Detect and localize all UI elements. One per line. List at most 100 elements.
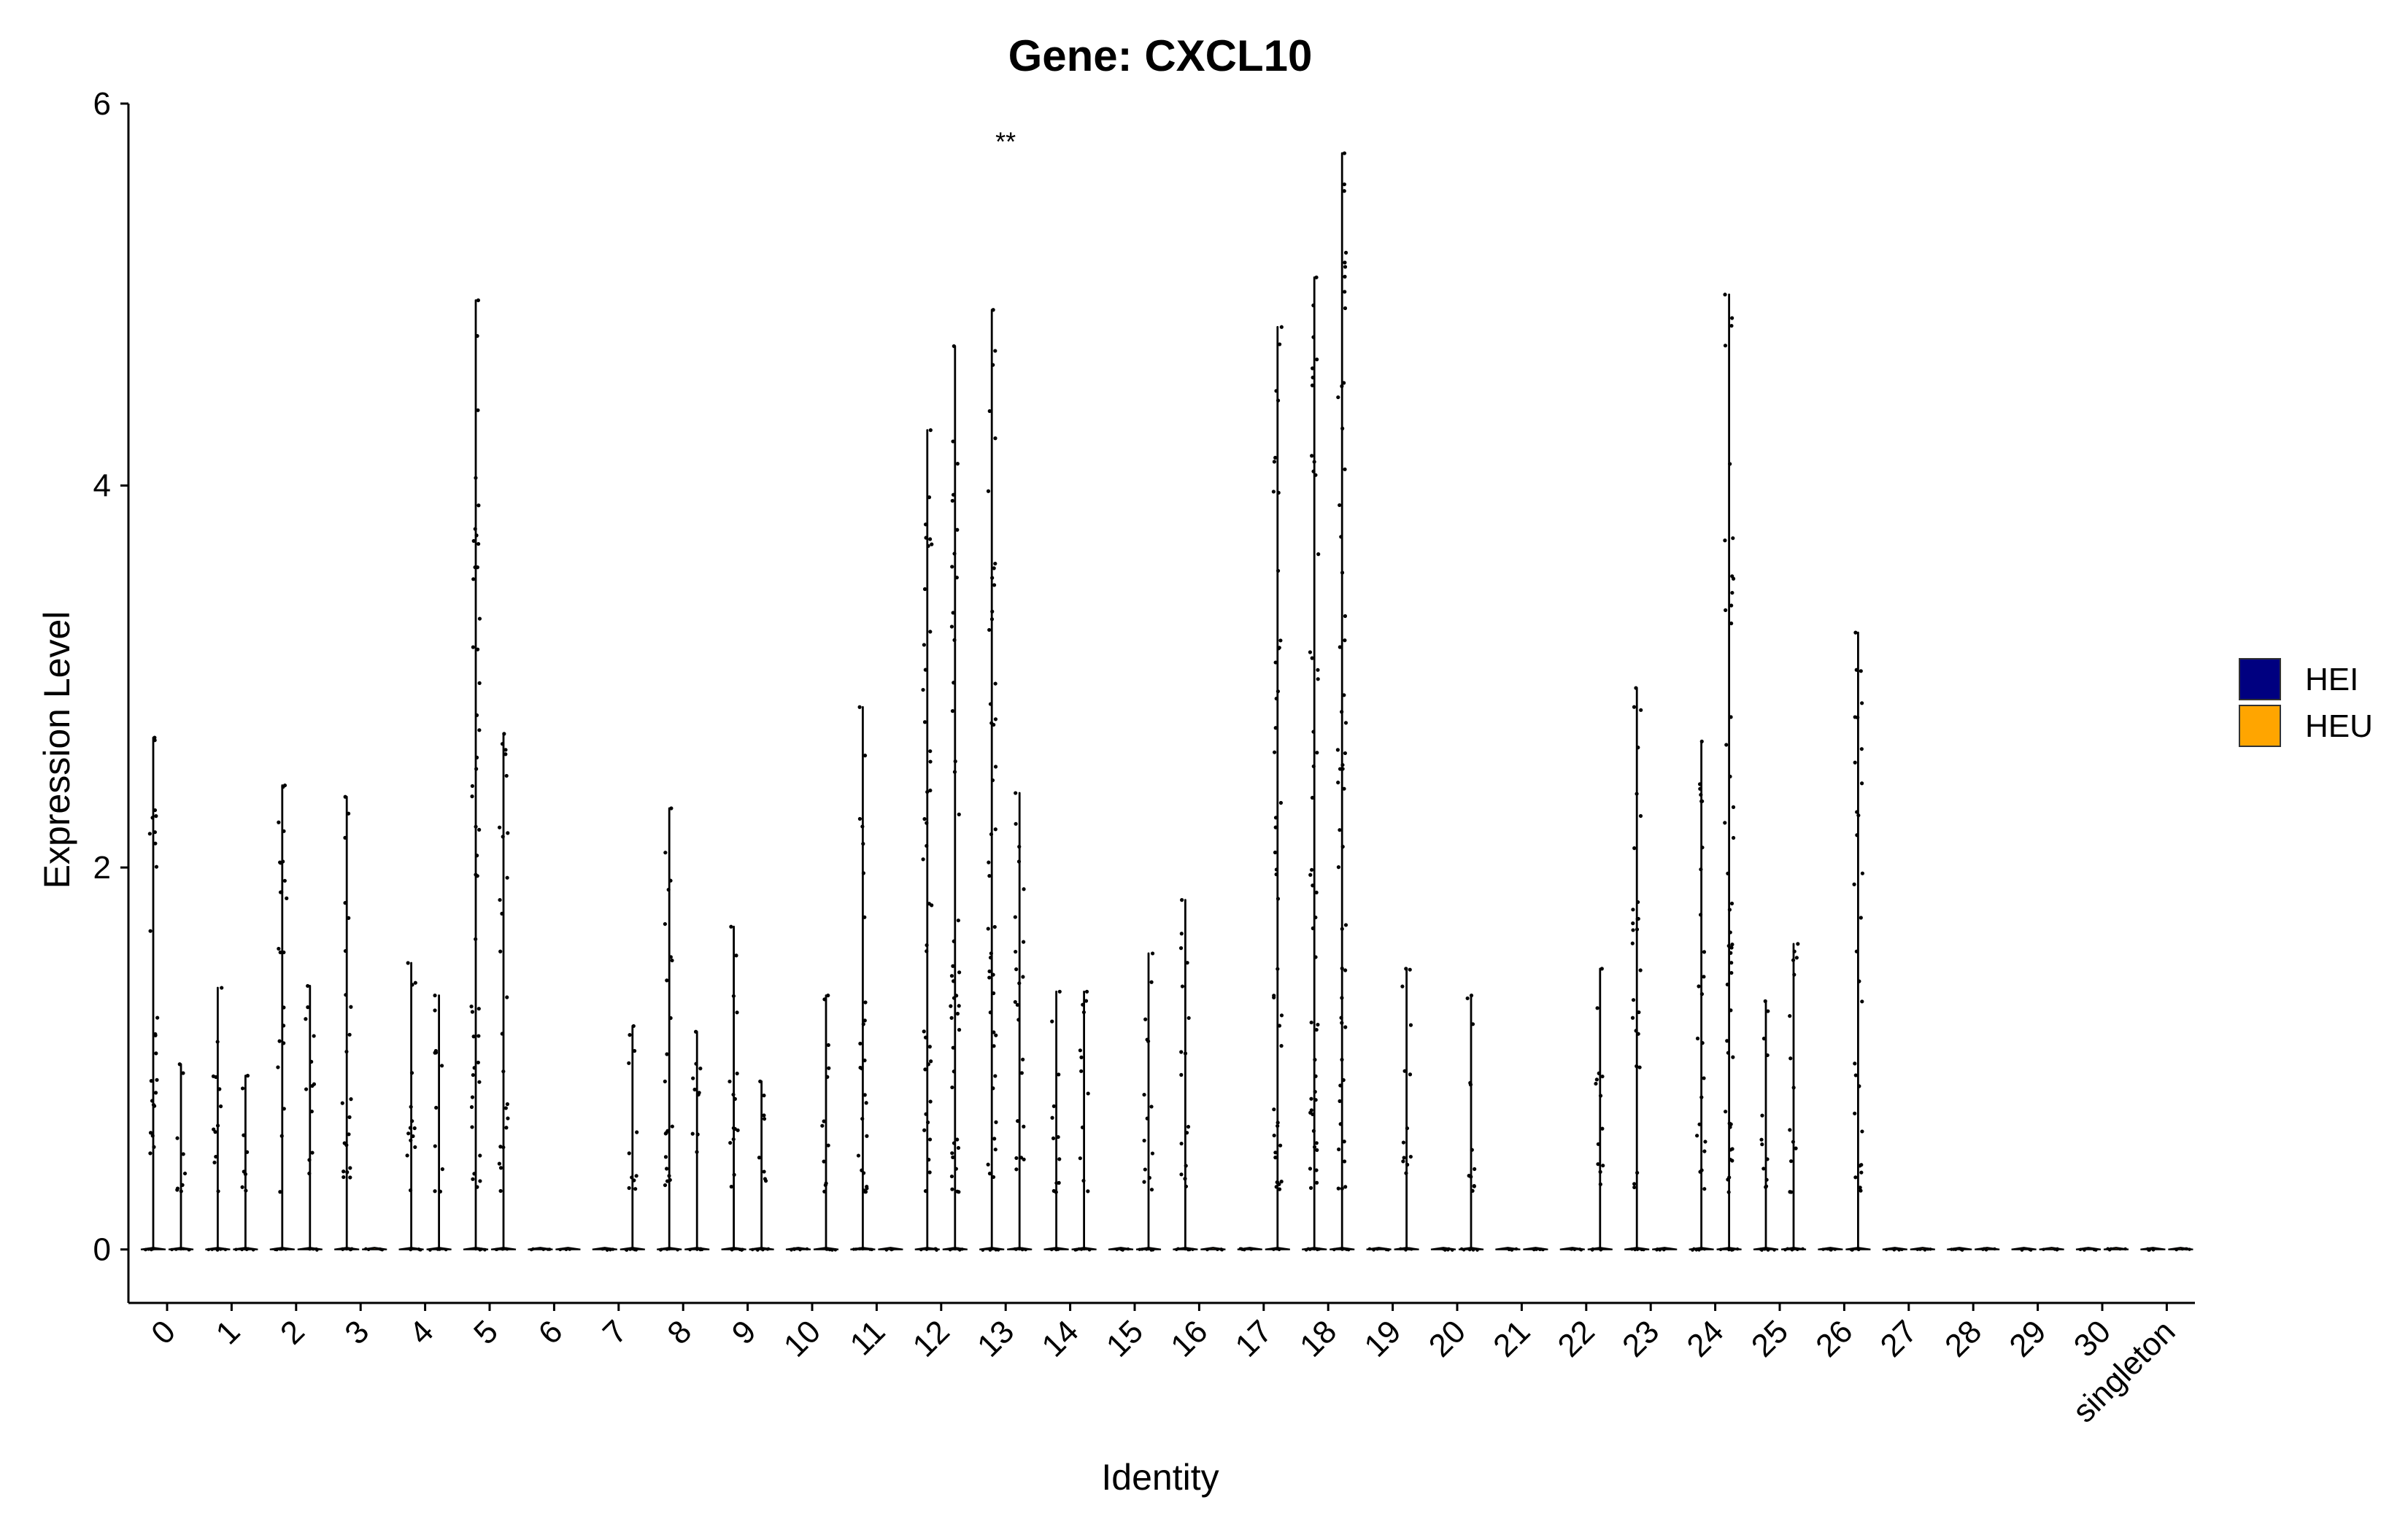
data-point [1471, 1248, 1475, 1252]
data-point [954, 994, 959, 998]
data-point [856, 1153, 861, 1158]
x-tick-label: 26 [1809, 1313, 1859, 1363]
data-point [1340, 570, 1345, 575]
data-point [568, 1247, 571, 1251]
data-point [1410, 1247, 1413, 1251]
data-point [863, 1018, 867, 1023]
data-point [1016, 1018, 1021, 1022]
data-point [240, 1086, 245, 1091]
data-point [2180, 1247, 2185, 1251]
data-point [928, 788, 933, 793]
data-point [1638, 813, 1643, 819]
violin-HEU-16 [1200, 1247, 1226, 1252]
data-point [478, 1179, 482, 1183]
data-point [1729, 945, 1734, 950]
data-point [242, 1133, 246, 1137]
data-point [1310, 656, 1314, 660]
data-point [1019, 1071, 1024, 1075]
data-point [282, 1041, 286, 1045]
violin-HEI-19 [1366, 1247, 1392, 1252]
data-point [1051, 1188, 1056, 1194]
data-point [1273, 660, 1278, 665]
data-point [1766, 1009, 1770, 1013]
data-point [1340, 996, 1344, 1000]
data-point [921, 687, 925, 692]
data-point [824, 1181, 828, 1185]
data-point [474, 476, 478, 480]
data-point [1858, 1185, 1862, 1190]
data-point [1079, 1247, 1084, 1251]
data-point [763, 1179, 768, 1183]
data-point [676, 1248, 679, 1252]
data-point [1013, 999, 1017, 1005]
data-point [1311, 335, 1316, 339]
data-point [1852, 882, 1856, 886]
data-point [1311, 730, 1316, 734]
data-point [1278, 800, 1284, 805]
significance-annotation: ** [995, 126, 1016, 156]
data-point [993, 717, 998, 721]
data-point [278, 1247, 282, 1251]
data-point [310, 1083, 314, 1088]
data-point [954, 1167, 958, 1171]
data-point [611, 1247, 615, 1251]
data-point [1274, 696, 1278, 701]
data-point [1731, 805, 1736, 809]
data-point [347, 811, 351, 816]
data-point [215, 1040, 220, 1044]
data-point [1984, 1248, 1988, 1252]
data-point [1408, 1154, 1413, 1159]
data-point [1465, 996, 1470, 1001]
data-point [1853, 1073, 1858, 1078]
data-point [670, 1124, 674, 1129]
violin-HEU-12 [942, 344, 968, 1252]
data-point [1051, 1104, 1056, 1108]
data-point [731, 1137, 736, 1142]
data-point [1729, 323, 1734, 328]
data-point [1343, 638, 1347, 643]
data-point [988, 956, 993, 960]
data-point [148, 929, 153, 933]
x-tick-label: 5 [467, 1313, 505, 1351]
data-point [828, 1247, 832, 1252]
data-point [1915, 1247, 1920, 1251]
data-point [474, 824, 478, 829]
violin-HEI-3 [334, 794, 360, 1252]
data-point [1637, 1010, 1641, 1015]
data-point [1636, 1032, 1640, 1036]
data-point [1856, 715, 1860, 720]
data-point [1274, 1185, 1278, 1189]
data-point [1340, 767, 1345, 771]
data-point [479, 1247, 483, 1251]
data-point [340, 1101, 344, 1105]
data-point [310, 1150, 314, 1155]
data-point [408, 1126, 412, 1130]
data-point [1859, 781, 1864, 786]
data-point [927, 1158, 931, 1162]
data-point [1632, 705, 1637, 709]
data-point [952, 552, 957, 556]
data-point [154, 864, 159, 869]
data-point [1274, 872, 1278, 877]
data-point [243, 1172, 247, 1177]
data-point [950, 1151, 954, 1156]
data-point [1343, 721, 1348, 725]
data-point [826, 1042, 830, 1048]
data-point [986, 489, 991, 493]
data-point [501, 1247, 504, 1251]
violin-HEI-16 [1173, 898, 1198, 1252]
violin-HEI-30 [2075, 1247, 2102, 1252]
data-point [1794, 956, 1799, 960]
data-point [471, 1177, 475, 1181]
data-point [1079, 1055, 1084, 1059]
data-point [956, 918, 960, 923]
data-point [277, 946, 281, 951]
data-point [1788, 1190, 1792, 1194]
data-point [822, 997, 827, 1002]
data-point [757, 1156, 762, 1160]
data-point [1179, 1141, 1184, 1146]
data-point [951, 439, 955, 444]
data-point [1854, 668, 1859, 672]
violin-HEI-2 [269, 783, 295, 1252]
data-point [1953, 1247, 1958, 1251]
